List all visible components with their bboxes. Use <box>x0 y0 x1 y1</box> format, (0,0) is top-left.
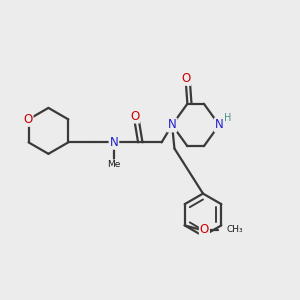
Text: O: O <box>200 223 209 236</box>
Text: N: N <box>110 136 118 149</box>
Text: CH₃: CH₃ <box>226 225 243 234</box>
Text: N: N <box>215 118 224 131</box>
Text: H: H <box>224 113 231 124</box>
Text: N: N <box>168 118 176 131</box>
Text: Me: Me <box>107 160 121 169</box>
Text: O: O <box>23 113 33 126</box>
Text: O: O <box>181 72 190 85</box>
Text: O: O <box>130 110 139 123</box>
